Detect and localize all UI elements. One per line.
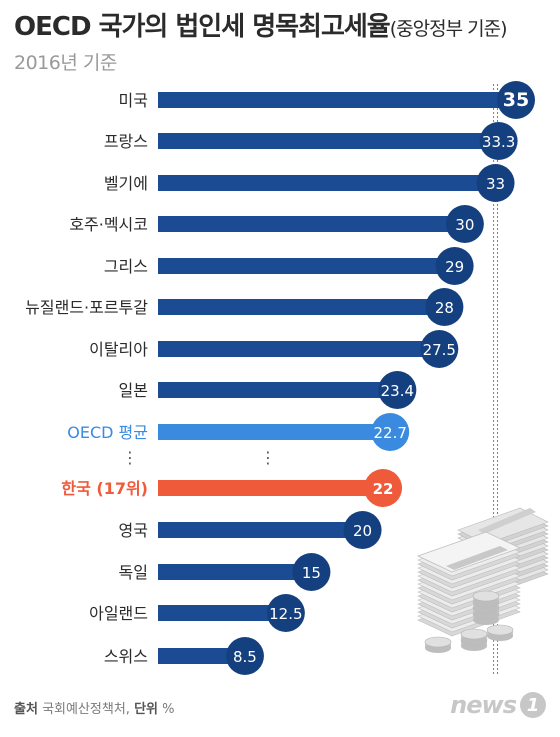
value-bubble-0 bbox=[497, 81, 535, 119]
ellipsis-bar: ⋮ bbox=[260, 448, 276, 467]
unit-value: % bbox=[162, 702, 175, 717]
chart-title: OECD 국가의 법인세 명목최고세율(중앙정부 기준) bbox=[14, 6, 508, 43]
value-bubble-5 bbox=[425, 288, 464, 326]
value-bubble-13 bbox=[225, 637, 264, 675]
value-bubble-11 bbox=[292, 553, 331, 591]
bar-9 bbox=[158, 480, 384, 496]
category-label-9: 한국 (17위) bbox=[61, 479, 148, 498]
category-label-11: 독일 bbox=[119, 563, 148, 582]
unit-label: 단위 bbox=[134, 702, 158, 717]
category-label-3: 호주·멕시코 bbox=[69, 215, 148, 234]
value-label-5: 28 bbox=[435, 299, 454, 317]
category-label-10: 영국 bbox=[119, 521, 148, 540]
value-label-3: 30 bbox=[455, 216, 474, 234]
money-stack-and-coins-icon bbox=[416, 507, 549, 653]
value-bubble-7 bbox=[378, 371, 417, 409]
category-label-4: 그리스 bbox=[104, 257, 148, 276]
source-value: 국회예산정책처, bbox=[42, 702, 130, 717]
bar-4 bbox=[158, 258, 455, 274]
category-label-2: 벨기에 bbox=[104, 174, 148, 193]
value-label-10: 20 bbox=[353, 522, 372, 540]
bar-12 bbox=[158, 605, 286, 621]
source-label: 출처 bbox=[14, 702, 38, 717]
value-bubble-2 bbox=[476, 164, 515, 202]
ellipsis-label: ⋮ bbox=[122, 448, 138, 467]
category-label-1: 프랑스 bbox=[104, 132, 148, 151]
bar-3 bbox=[158, 216, 465, 232]
value-bubble-1 bbox=[479, 122, 518, 160]
value-label-1: 33.3 bbox=[482, 133, 515, 151]
bar-1 bbox=[158, 133, 499, 149]
title-paren: (중앙정부 기준) bbox=[389, 18, 508, 40]
value-label-7: 23.4 bbox=[381, 382, 414, 400]
bar-11 bbox=[158, 564, 312, 580]
value-bubble-8 bbox=[371, 413, 410, 451]
bar-10 bbox=[158, 522, 363, 538]
value-bubble-3 bbox=[445, 205, 484, 243]
bar-2 bbox=[158, 175, 496, 191]
value-label-8: 22.7 bbox=[373, 424, 406, 442]
category-label-8: OECD 평균 bbox=[67, 423, 148, 442]
source-note: 출처 국회예산정책처, 단위 % bbox=[14, 698, 174, 717]
category-label-6: 이탈리아 bbox=[89, 340, 148, 359]
logo-text: news bbox=[450, 691, 517, 719]
value-label-11: 15 bbox=[302, 564, 321, 582]
category-label-5: 뉴질랜드·포르투갈 bbox=[25, 298, 148, 317]
bar-5 bbox=[158, 299, 445, 315]
value-bubble-12 bbox=[266, 594, 305, 632]
value-label-2: 33 bbox=[486, 175, 505, 193]
bar-0 bbox=[158, 92, 516, 108]
value-bubble-10 bbox=[343, 511, 382, 549]
category-label-7: 일본 bbox=[119, 381, 148, 400]
value-label-0: 35 bbox=[503, 89, 529, 111]
bar-8 bbox=[158, 424, 391, 440]
value-label-4: 29 bbox=[445, 258, 464, 276]
category-label-13: 스위스 bbox=[104, 647, 148, 666]
value-bubble-6 bbox=[420, 330, 459, 368]
logo-badge: 1 bbox=[520, 692, 546, 718]
title-main: OECD 국가의 법인세 명목최고세율 bbox=[14, 12, 391, 42]
category-label-0: 미국 bbox=[119, 91, 148, 110]
value-label-9: 22 bbox=[373, 480, 394, 498]
value-bubble-4 bbox=[435, 247, 474, 285]
value-label-12: 12.5 bbox=[269, 605, 302, 623]
news1-logo: news 1 bbox=[450, 690, 546, 720]
value-label-6: 27.5 bbox=[423, 341, 456, 359]
chart-subtitle: 2016년 기준 bbox=[14, 52, 117, 74]
category-label-12: 아일랜드 bbox=[89, 604, 148, 623]
bar-6 bbox=[158, 341, 440, 357]
bar-7 bbox=[158, 382, 398, 398]
value-label-13: 8.5 bbox=[233, 648, 257, 666]
value-bubble-9 bbox=[364, 469, 403, 507]
bar-13 bbox=[158, 648, 245, 664]
